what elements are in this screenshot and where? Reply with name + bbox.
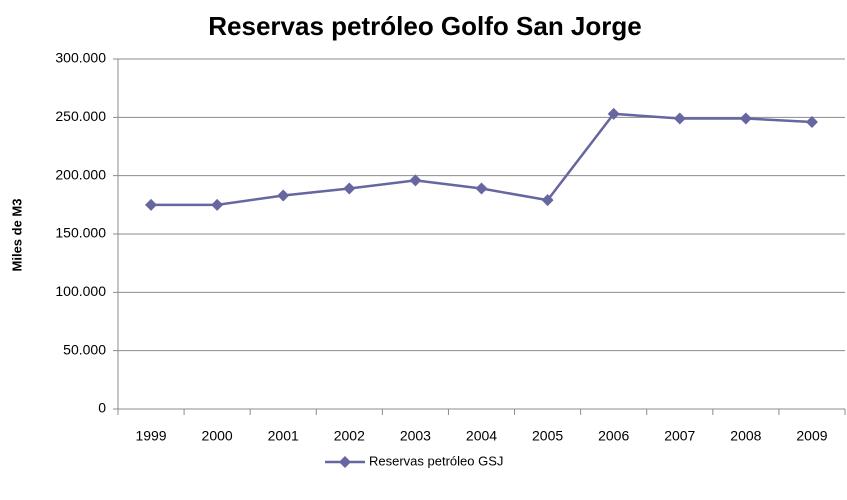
- x-tick-label: 2003: [400, 428, 431, 444]
- x-tick-label: 2001: [268, 428, 299, 444]
- x-tick-label: 1999: [135, 428, 166, 444]
- y-tick-label: 150.000: [55, 225, 106, 241]
- x-tick-label: 2006: [598, 428, 629, 444]
- y-tick-label: 250.000: [55, 108, 106, 124]
- x-tick-label: 2004: [466, 428, 497, 444]
- x-tick-label: 2008: [730, 428, 761, 444]
- x-tick-label: 2002: [334, 428, 365, 444]
- point: [541, 194, 554, 207]
- chart-title: Reservas petróleo Golfo San Jorge: [208, 11, 641, 41]
- y-tick-label: 300.000: [55, 50, 106, 66]
- y-tick-label: 100.000: [55, 283, 106, 299]
- y-tick-label: 50.000: [63, 341, 106, 357]
- y-tick-label: 0: [98, 400, 106, 416]
- point: [475, 182, 488, 195]
- point: [277, 189, 290, 202]
- legend-label: Reservas petróleo GSJ: [369, 453, 503, 468]
- y-tick-label: 200.000: [55, 166, 106, 182]
- point: [673, 112, 686, 125]
- y-axis-label: Miles de M3: [9, 199, 24, 272]
- point: [409, 174, 422, 187]
- x-tick-label: 2009: [796, 428, 827, 444]
- x-tick-label: 2007: [664, 428, 695, 444]
- point: [145, 198, 158, 211]
- point: [211, 198, 224, 211]
- legend-marker: [339, 456, 351, 468]
- point: [739, 112, 752, 125]
- x-tick-label: 2000: [202, 428, 233, 444]
- point: [343, 182, 356, 195]
- point: [805, 116, 818, 128]
- x-tick-label: 2005: [532, 428, 563, 444]
- point: [607, 107, 620, 120]
